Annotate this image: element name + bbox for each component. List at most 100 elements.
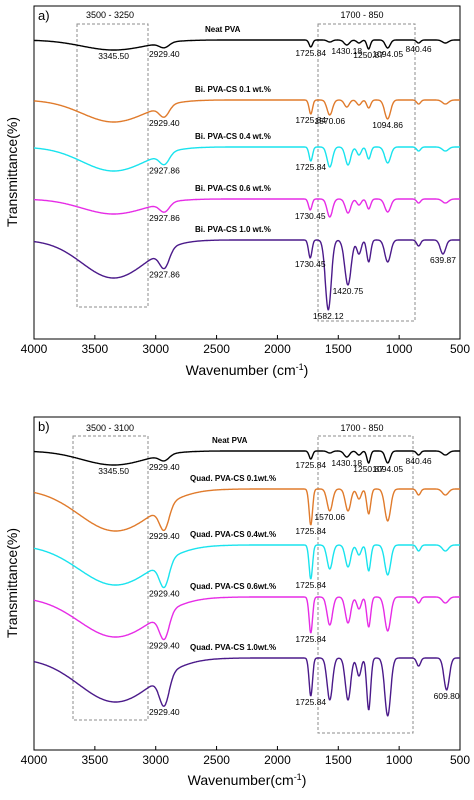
peak-annotation: 1250.87 (353, 50, 384, 60)
range-label-right-a: 1700 - 850 (340, 10, 383, 20)
panel-a: a) 3500 - 3250 1700 - 850 Neat PVA Bi. PV… (21, 5, 470, 378)
x-tick-label: 4000 (21, 342, 48, 356)
peak-annotation: 2929.40 (149, 49, 180, 59)
peak-annotation: 1730.45 (295, 211, 326, 221)
x-tick-label: 1000 (386, 753, 413, 767)
peak-annotation: 2927.86 (149, 166, 180, 176)
series-label: Neat PVA (212, 436, 248, 445)
spectra-b (33, 450, 461, 717)
range-label-right-b: 1700 - 850 (340, 423, 383, 433)
series-label: Quad. PVA-CS 0.4wt.% (190, 530, 276, 539)
peak-annotation: 2929.40 (149, 462, 180, 472)
spectrum-line-1 (33, 450, 461, 466)
x-axis-label-a: Wavenumber (cm-1) (186, 362, 309, 378)
x-axis-b: 4000 3500 3000 2500 2000 1500 1000 500 (21, 746, 470, 767)
spectrum-line-5 (33, 657, 461, 717)
peak-annotation: 3345.50 (98, 466, 129, 476)
spectrum-line-3 (33, 544, 461, 589)
peak-annotation: 1725.84 (295, 162, 326, 172)
peak-annotation: 2929.40 (149, 588, 180, 598)
peak-annotation: 1725.84 (295, 48, 326, 58)
y-axis-label-a: Transmittance(%) (4, 117, 20, 227)
x-axis-label-b: Wavenumber(cm-1) (188, 772, 307, 788)
peak-annotation: 1250.87 (353, 464, 384, 474)
series-label: Bi. PVA-CS 0.1 wt.% (195, 85, 271, 94)
y-axis-label-b: Transmittance(%) (4, 528, 20, 638)
highlight-box-fingerprint-a (317, 23, 416, 322)
peak-annotation: 840.46 (406, 44, 432, 54)
highlight-box-oh-a (76, 23, 149, 308)
peak-annotation: 2929.40 (149, 640, 180, 650)
highlight-box-fingerprint-b (317, 435, 414, 734)
x-tick-label: 2000 (264, 753, 291, 767)
plot-frame-a (33, 5, 461, 340)
peak-annotation: 1570.06 (314, 116, 345, 126)
peak-annotation: 840.46 (406, 456, 432, 466)
series-labels-a: Neat PVA Bi. PVA-CS 0.1 wt.% Bi. PVA-CS 0.… (195, 25, 271, 234)
series-label: Neat PVA (205, 25, 241, 34)
spectrum-line-5 (33, 239, 461, 311)
peak-annotation: 609.80 (434, 691, 460, 701)
series-labels-b: Neat PVA Quad. PVA-CS 0.1wt.% Quad. PVA-CS… (190, 436, 276, 652)
panel-label-a: a) (38, 8, 50, 23)
peak-annotation: 1430.18 (331, 46, 362, 56)
series-label: Bi. PVA-CS 0.6 wt.% (195, 184, 271, 193)
x-tick-label: 1500 (325, 753, 352, 767)
x-tick-label: 3000 (142, 342, 169, 356)
peak-annotation: 2929.40 (149, 707, 180, 717)
peak-annotation: 3345.50 (98, 51, 129, 61)
peak-annotation: 2929.40 (149, 531, 180, 541)
peak-annotation: 1725.84 (295, 526, 326, 536)
highlight-box-oh-b (72, 435, 149, 721)
peak-annotation: 639.87 (430, 255, 456, 265)
series-label: Quad. PVA-CS 1.0wt.% (190, 643, 276, 652)
spectrum-line-2 (33, 488, 461, 532)
x-tick-label: 500 (450, 342, 470, 356)
peak-annotation: 1430.18 (331, 458, 362, 468)
series-label: Quad. PVA-CS 0.6wt.% (190, 582, 276, 591)
peak-annotation: 1725.84 (295, 634, 326, 644)
x-tick-label: 3500 (82, 753, 109, 767)
peak-annotation: 1725.84 (295, 460, 326, 470)
range-label-left-b: 3500 - 3100 (86, 423, 134, 433)
peak-annotation: 1725.84 (295, 697, 326, 707)
peak-annotation: 1582.12 (313, 311, 344, 321)
peak-annotation: 1725.84 (295, 580, 326, 590)
peak-annotation: 1730.45 (295, 259, 326, 269)
x-tick-label: 1500 (325, 342, 352, 356)
peak-annotation: 1094.86 (372, 120, 403, 130)
plot-frame-b (33, 416, 461, 751)
spectrum-line-2 (33, 99, 461, 123)
x-tick-label: 1000 (386, 342, 413, 356)
spectrum-line-4 (33, 198, 461, 218)
spectra-a (33, 39, 461, 311)
x-tick-label: 500 (450, 753, 470, 767)
x-tick-label: 4000 (21, 753, 48, 767)
series-label: Bi. PVA-CS 0.4 wt.% (195, 132, 271, 141)
range-label-left-a: 3500 - 3250 (86, 10, 134, 20)
peak-annotation: 1570.06 (314, 512, 345, 522)
x-tick-label: 2500 (203, 342, 230, 356)
series-label: Bi. PVA-CS 1.0 wt.% (195, 225, 271, 234)
x-tick-label: 2000 (264, 342, 291, 356)
x-axis-a: 4000 3500 3000 2500 2000 1500 1000 500 (21, 335, 470, 356)
peak-annotation: 2927.86 (149, 213, 180, 223)
spectrum-line-4 (33, 596, 461, 641)
peak-annotation: 1420.75 (333, 286, 364, 296)
x-tick-label: 3500 (82, 342, 109, 356)
peak-annotation: 1094.05 (372, 49, 403, 59)
panel-b: b) 3500 - 3100 1700 - 850 Neat PVA Quad. … (21, 416, 470, 788)
series-label: Quad. PVA-CS 0.1wt.% (190, 474, 276, 483)
peak-annotations-b: 3345.50 2929.40 1725.84 1430.181250.871094.… (98, 456, 460, 717)
peak-annotation: 2929.40 (149, 118, 180, 128)
x-tick-label: 3000 (142, 753, 169, 767)
x-tick-label: 2500 (203, 753, 230, 767)
spectrum-line-3 (33, 146, 461, 172)
spectrum-line-1 (33, 39, 461, 51)
panel-label-b: b) (38, 419, 50, 434)
peak-annotations-a: 3345.50 2929.40 1725.84 1430.181250.871094.… (98, 44, 456, 321)
peak-annotation: 1725.84 (295, 115, 326, 125)
peak-annotation: 2927.86 (149, 269, 180, 279)
